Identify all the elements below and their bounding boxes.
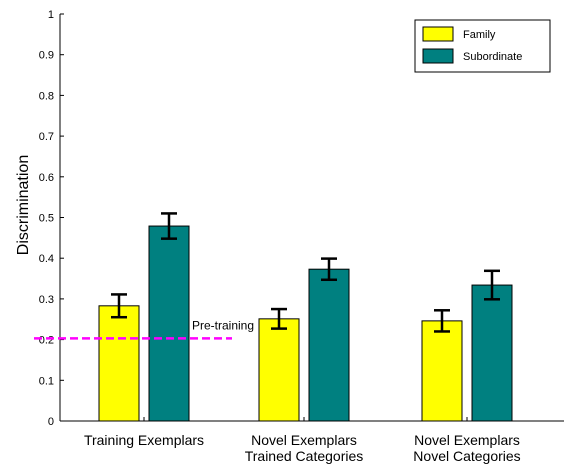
bar: [148, 225, 190, 422]
x-tick-label: Novel Exemplars: [414, 432, 520, 448]
y-tick-label: 0.3: [39, 294, 54, 306]
y-tick-label: 0.4: [39, 253, 54, 265]
y-tick-label: 1: [48, 9, 54, 21]
x-tick-label: Novel Exemplars: [251, 432, 357, 448]
y-tick-label: 0.1: [39, 375, 54, 387]
bar: [308, 268, 350, 422]
x-tick-label: Novel Categories: [413, 448, 520, 464]
y-tick-label: 0.2: [39, 335, 54, 347]
legend-swatch: [422, 48, 454, 64]
legend: Family Subordinate: [414, 19, 551, 73]
legend-label: Family: [463, 29, 496, 41]
bar: [471, 284, 513, 422]
pre-training-label: Pre-training: [192, 318, 254, 332]
y-tick-label: 0.9: [39, 50, 54, 62]
x-tick-label: Training Exemplars: [84, 432, 204, 448]
bar: [421, 320, 463, 422]
bar: [98, 305, 140, 422]
y-tick-label: 0.8: [39, 90, 54, 102]
y-tick-label: 0.6: [39, 172, 54, 184]
x-tick-label: Trained Categories: [245, 448, 364, 464]
bar: [258, 318, 300, 422]
legend-label: Subordinate: [463, 51, 522, 63]
y-tick-label: 0: [48, 416, 54, 428]
y-axis-label: Discrimination: [15, 155, 32, 255]
y-tick-label: 0.7: [39, 131, 54, 143]
y-tick-label: 0.5: [39, 213, 54, 225]
legend-swatch: [422, 26, 454, 42]
